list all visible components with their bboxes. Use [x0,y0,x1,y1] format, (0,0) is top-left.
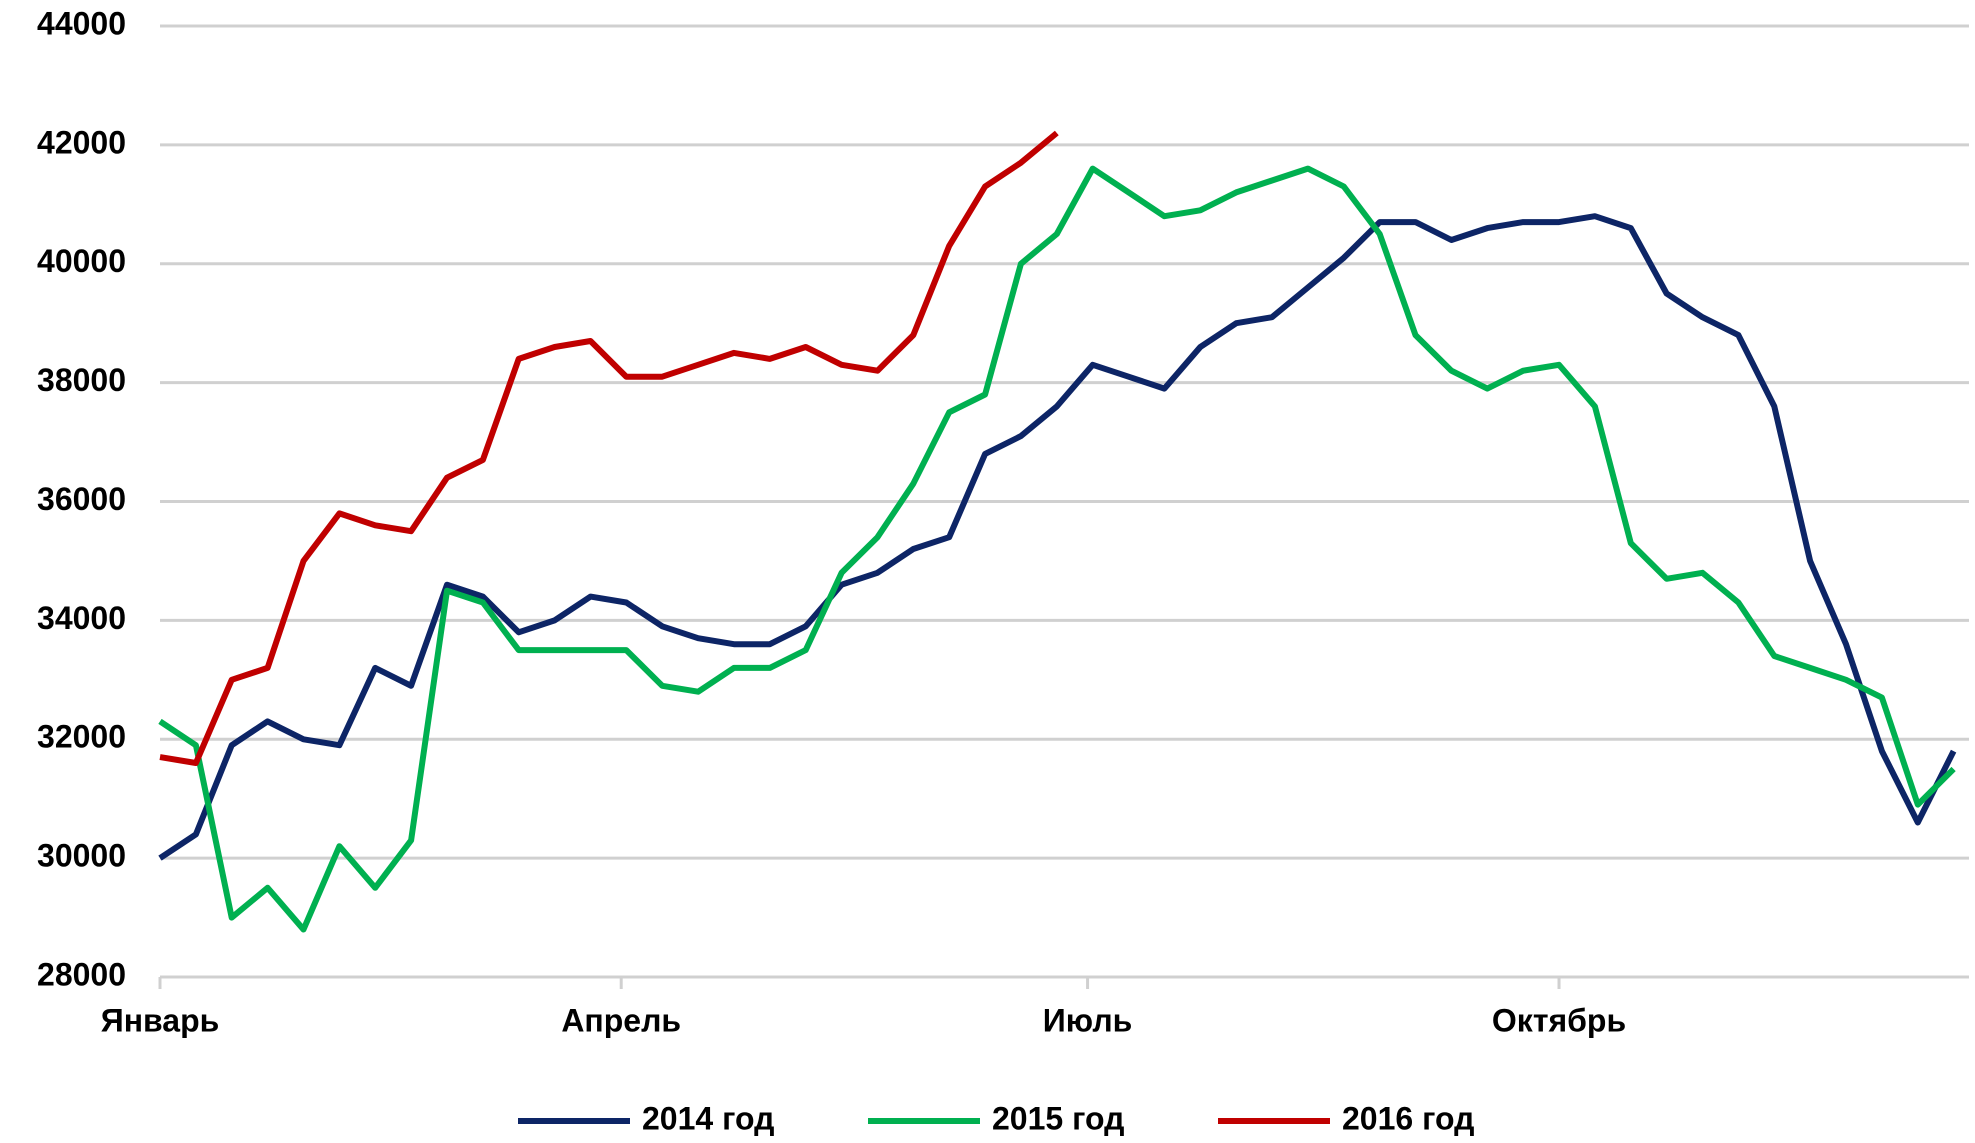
x-tick-label: Январь [101,1002,220,1038]
y-tick-label: 38000 [37,362,126,398]
series-line [158,213,1957,861]
y-tick-label: 30000 [37,838,126,874]
legend-label: 2014 год [642,1100,774,1136]
legend-label: 2015 год [992,1100,1124,1136]
y-tick-label: 36000 [37,481,126,517]
y-tick-label: 40000 [37,243,126,279]
x-tick-label: Октябрь [1492,1002,1626,1038]
x-tick-label: Апрель [561,1002,681,1038]
y-tick-label: 32000 [37,719,126,755]
x-tick-label: Июль [1043,1002,1133,1038]
y-tick-label: 42000 [37,124,126,160]
legend-label: 2016 год [1342,1100,1474,1136]
y-tick-label: 34000 [37,600,126,636]
series-line [158,165,1956,933]
series-line [159,130,1059,766]
y-tick-label: 44000 [37,5,126,41]
y-tick-label: 28000 [37,956,126,992]
